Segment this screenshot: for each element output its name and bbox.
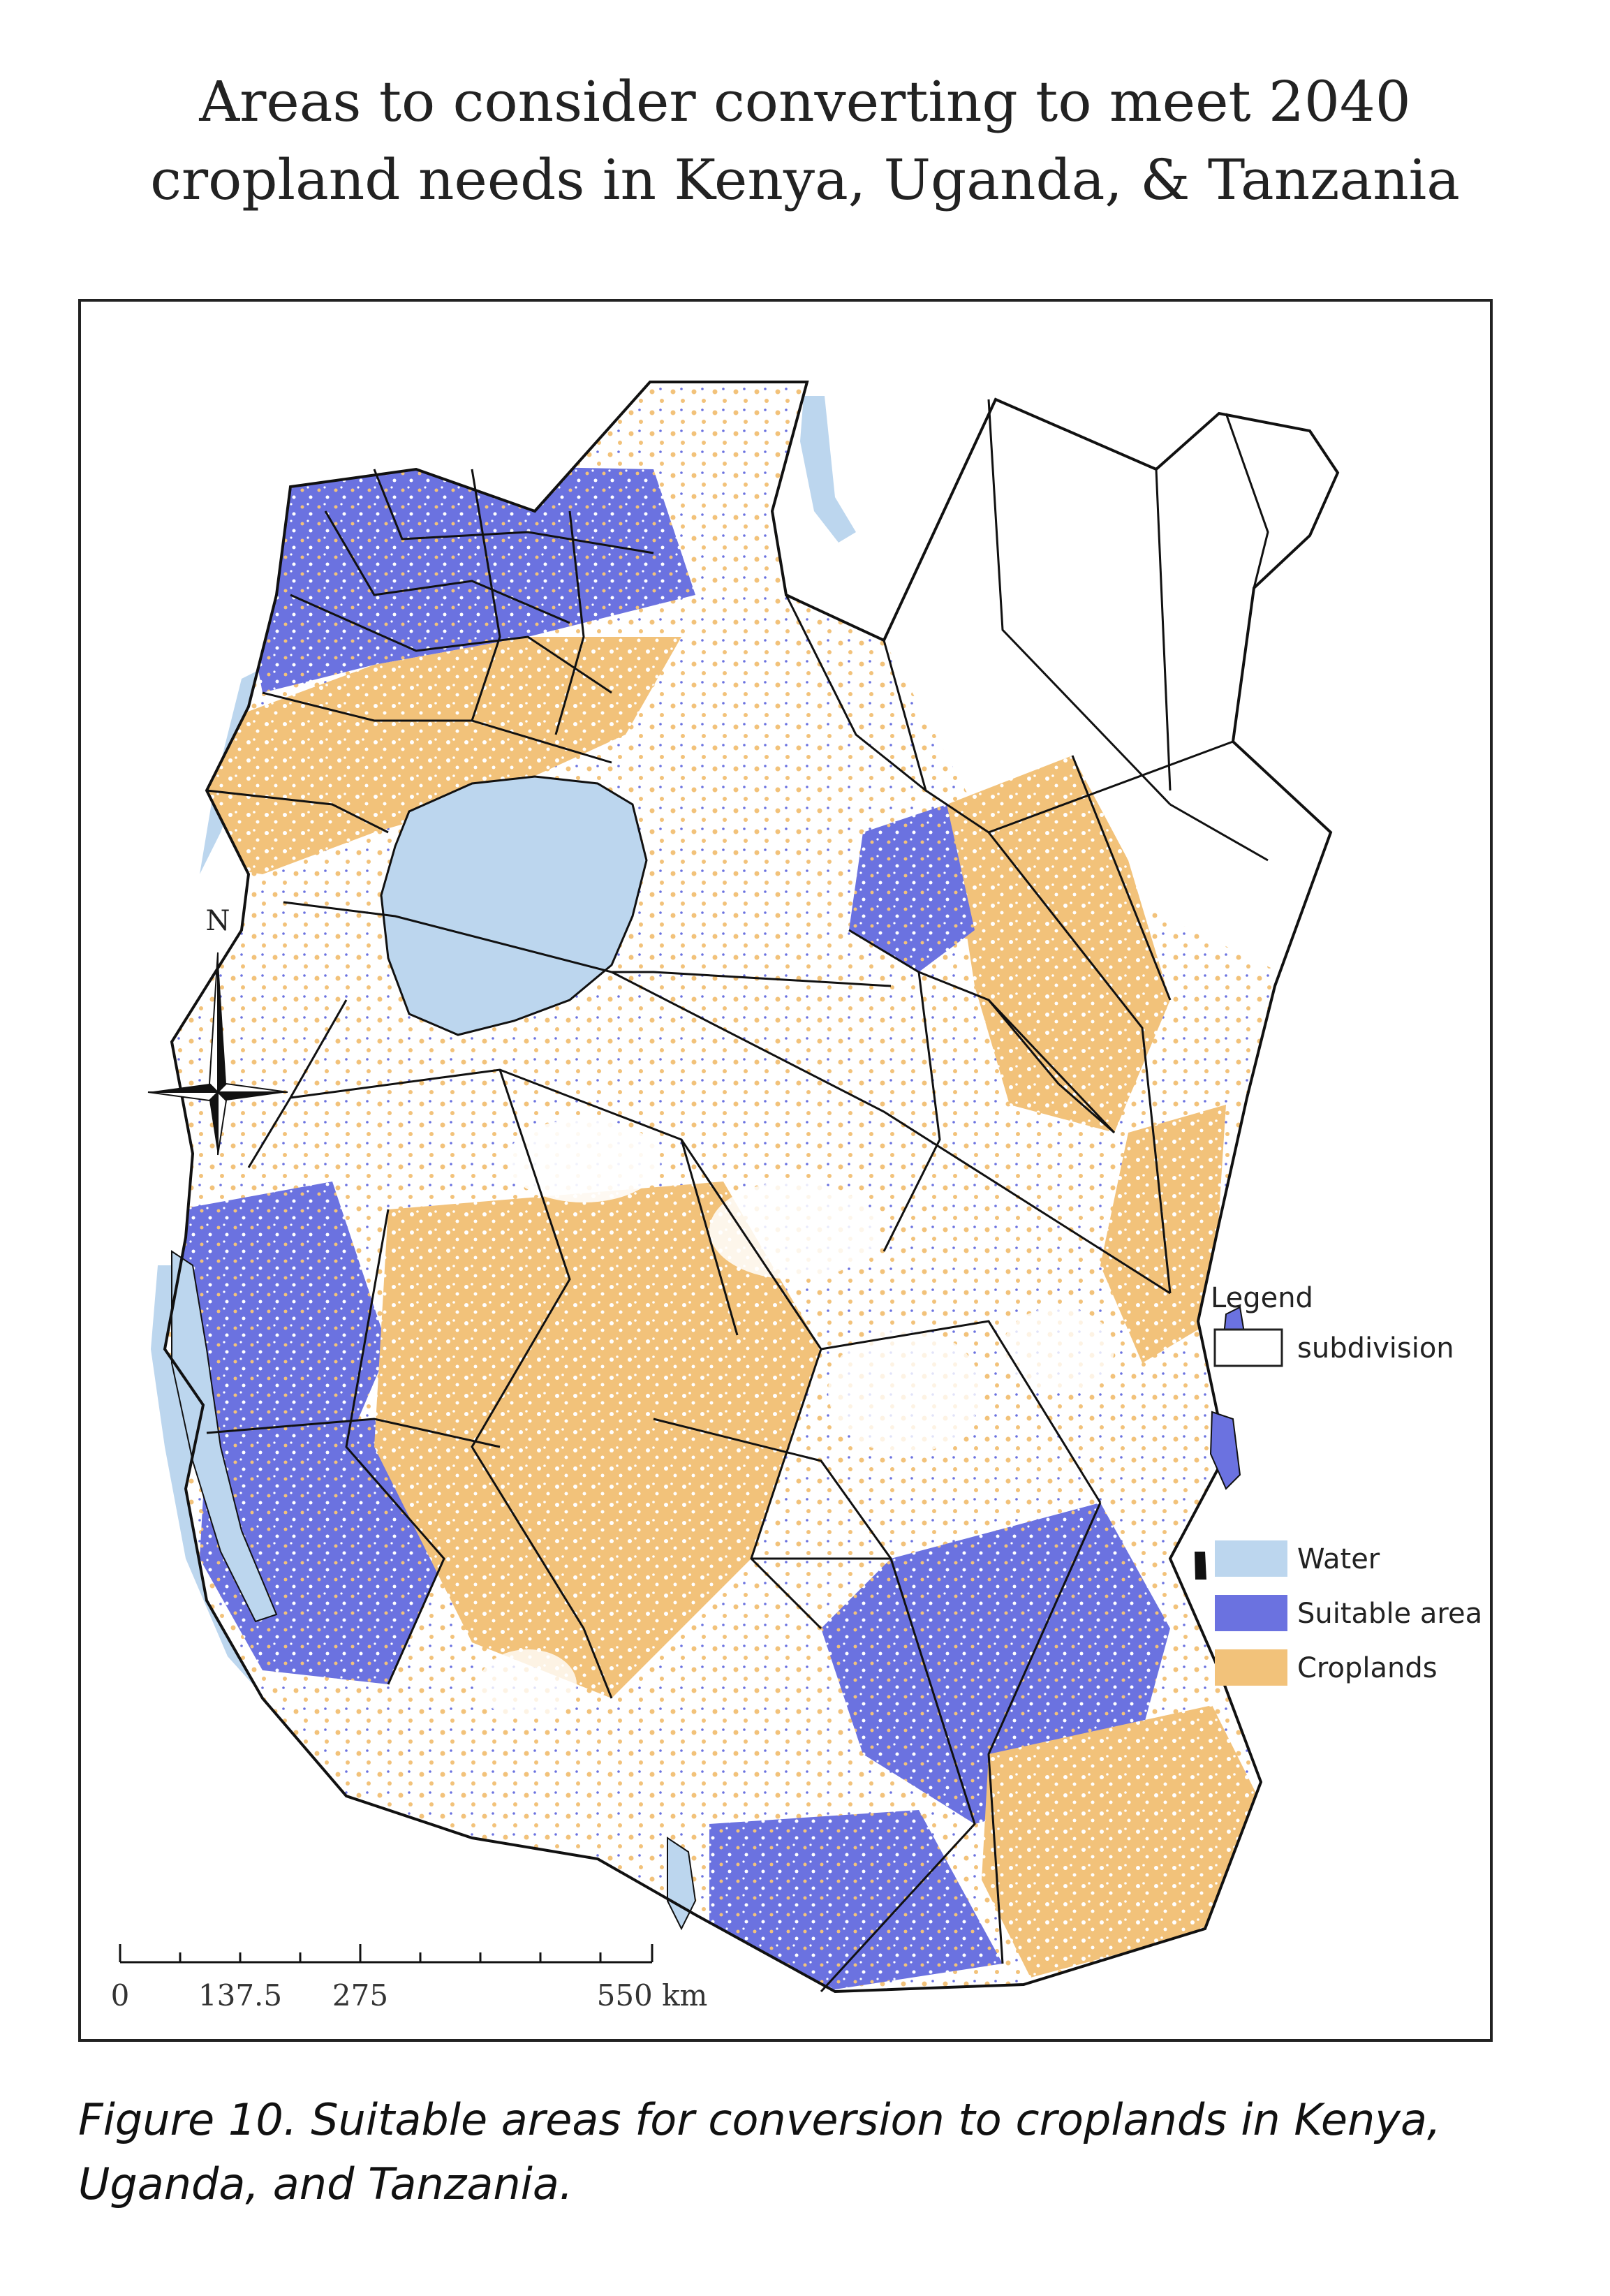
legend-swatch-croplands <box>1215 1649 1287 1686</box>
legend-swatch-subdivision <box>1213 1328 1283 1367</box>
scale-label-275: 275 <box>332 1978 388 2012</box>
legend-swatch-water <box>1215 1540 1287 1577</box>
legend-label-croplands: Croplands <box>1297 1652 1438 1684</box>
figure-caption-line-1: Figure 10. Suitable areas for conversion… <box>78 2094 1441 2145</box>
map-title-line-2: cropland needs in Kenya, Uganda, & Tanza… <box>150 147 1460 212</box>
lake-victoria <box>380 775 648 1036</box>
lake-tanganyika <box>171 1250 278 1623</box>
map-title: Areas to consider converting to meet 204… <box>0 63 1610 219</box>
figure-caption: Figure 10. Suitable areas for conversion… <box>78 2088 1530 2216</box>
map-title-line-1: Areas to consider converting to meet 204… <box>199 69 1411 134</box>
scale-label-550-km: 550 km <box>597 1978 708 2012</box>
map-frame[interactable]: N 0 137.5 275 550 <box>78 299 1493 2042</box>
country-outline <box>163 381 1340 1994</box>
legend-heading: Legend <box>1211 1282 1313 1314</box>
lake-malawi <box>667 1837 697 1931</box>
legend-swatch-suitable <box>1215 1595 1287 1631</box>
map-canvas[interactable]: N 0 137.5 275 550 <box>81 302 1490 2039</box>
north-arrow: N <box>147 905 288 1156</box>
scale-bar-labels: 0 137.5 275 550 km <box>111 1978 708 2012</box>
land-cover <box>165 382 1338 1992</box>
north-arrow-label: N <box>206 905 230 937</box>
legend-label-subdivision: subdivision <box>1297 1332 1454 1364</box>
legend-label-water: Water <box>1297 1543 1380 1575</box>
legend: Legend subdivision Water Suitable area C… <box>1211 1282 1482 1686</box>
scale-label-137-5: 137.5 <box>198 1978 282 2012</box>
figure-caption-line-2: Uganda, and Tanzania. <box>78 2158 573 2209</box>
scale-label-0: 0 <box>111 1978 130 2012</box>
legend-label-suitable: Suitable area <box>1297 1598 1482 1630</box>
scale-bar <box>119 1944 653 1964</box>
subdivision-boundaries <box>206 399 1269 1993</box>
